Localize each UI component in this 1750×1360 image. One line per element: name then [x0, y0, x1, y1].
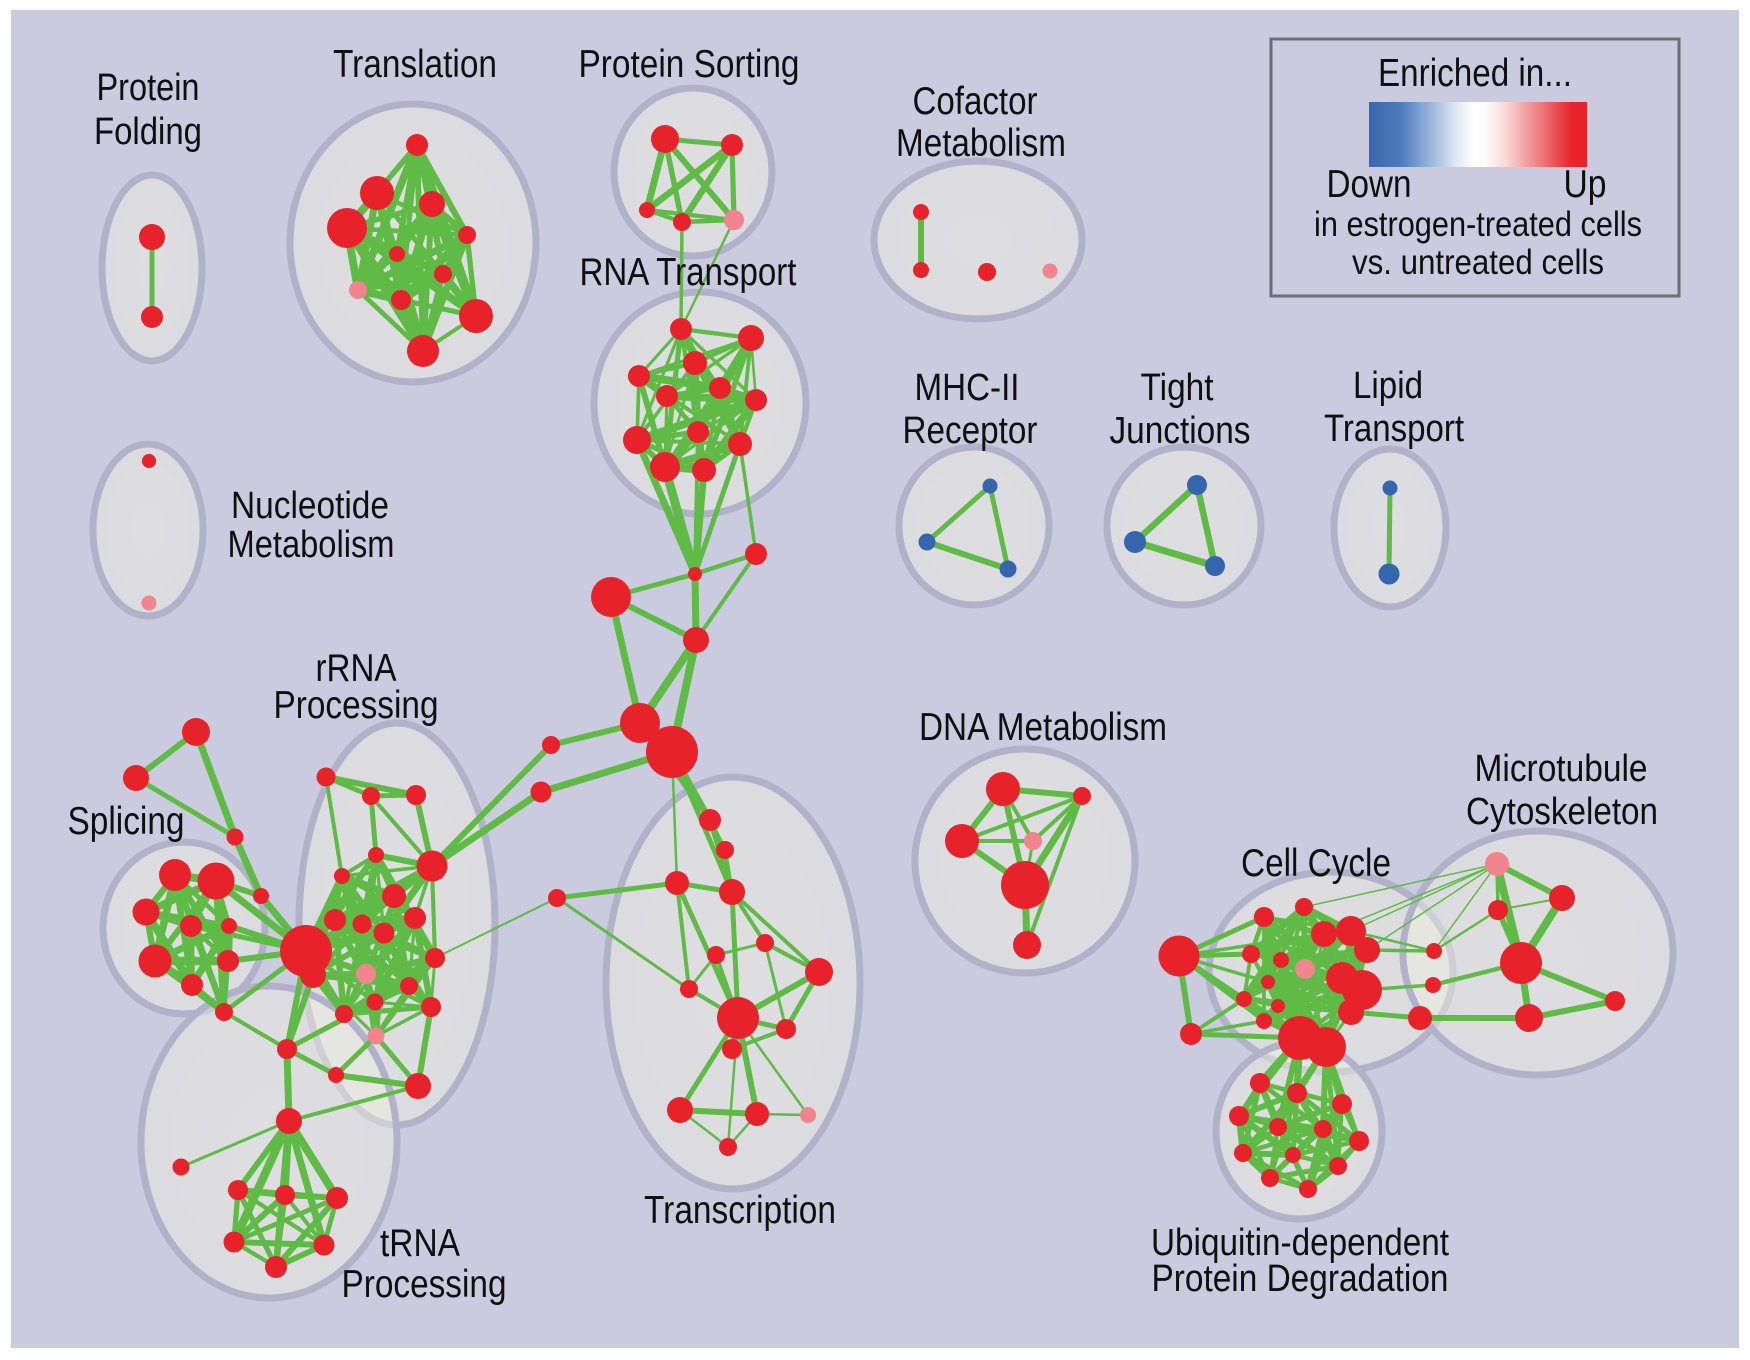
- svg-text:Enriched in...: Enriched in...: [1378, 52, 1572, 95]
- svg-text:MHC-II: MHC-II: [915, 367, 1020, 409]
- svg-text:in estrogen-treated cells: in estrogen-treated cells: [1314, 205, 1642, 244]
- svg-text:Processing: Processing: [342, 1263, 507, 1306]
- svg-text:Protein Sorting: Protein Sorting: [579, 43, 800, 86]
- svg-text:Folding: Folding: [94, 111, 202, 153]
- svg-text:Transport: Transport: [1324, 408, 1464, 450]
- svg-text:tRNA: tRNA: [380, 1222, 460, 1265]
- svg-text:Cofactor: Cofactor: [913, 80, 1038, 123]
- svg-text:Protein Degradation: Protein Degradation: [1152, 1258, 1449, 1300]
- svg-text:Translation: Translation: [333, 43, 497, 86]
- svg-text:Ubiquitin-dependent: Ubiquitin-dependent: [1151, 1222, 1449, 1264]
- svg-text:RNA Transport: RNA Transport: [580, 251, 797, 294]
- svg-text:Junctions: Junctions: [1110, 410, 1251, 452]
- svg-text:Processing: Processing: [274, 684, 439, 727]
- svg-text:Lipid: Lipid: [1353, 365, 1423, 407]
- svg-text:Receptor: Receptor: [903, 410, 1038, 452]
- svg-text:Metabolism: Metabolism: [896, 122, 1066, 165]
- svg-text:Microtubule: Microtubule: [1475, 748, 1648, 790]
- svg-text:Nucleotide: Nucleotide: [231, 485, 389, 527]
- svg-text:Protein: Protein: [97, 67, 200, 109]
- svg-text:DNA Metabolism: DNA Metabolism: [919, 706, 1167, 749]
- svg-text:Up: Up: [1564, 163, 1607, 206]
- svg-text:Cytoskeleton: Cytoskeleton: [1466, 791, 1658, 833]
- svg-text:Splicing: Splicing: [68, 800, 185, 843]
- svg-text:Metabolism: Metabolism: [228, 524, 395, 566]
- svg-text:Down: Down: [1327, 163, 1412, 206]
- svg-text:Tight: Tight: [1141, 367, 1214, 409]
- svg-text:vs. untreated cells: vs. untreated cells: [1352, 243, 1604, 282]
- svg-text:rRNA: rRNA: [316, 647, 397, 690]
- svg-text:Cell Cycle: Cell Cycle: [1241, 842, 1391, 885]
- svg-text:Transcription: Transcription: [644, 1189, 836, 1232]
